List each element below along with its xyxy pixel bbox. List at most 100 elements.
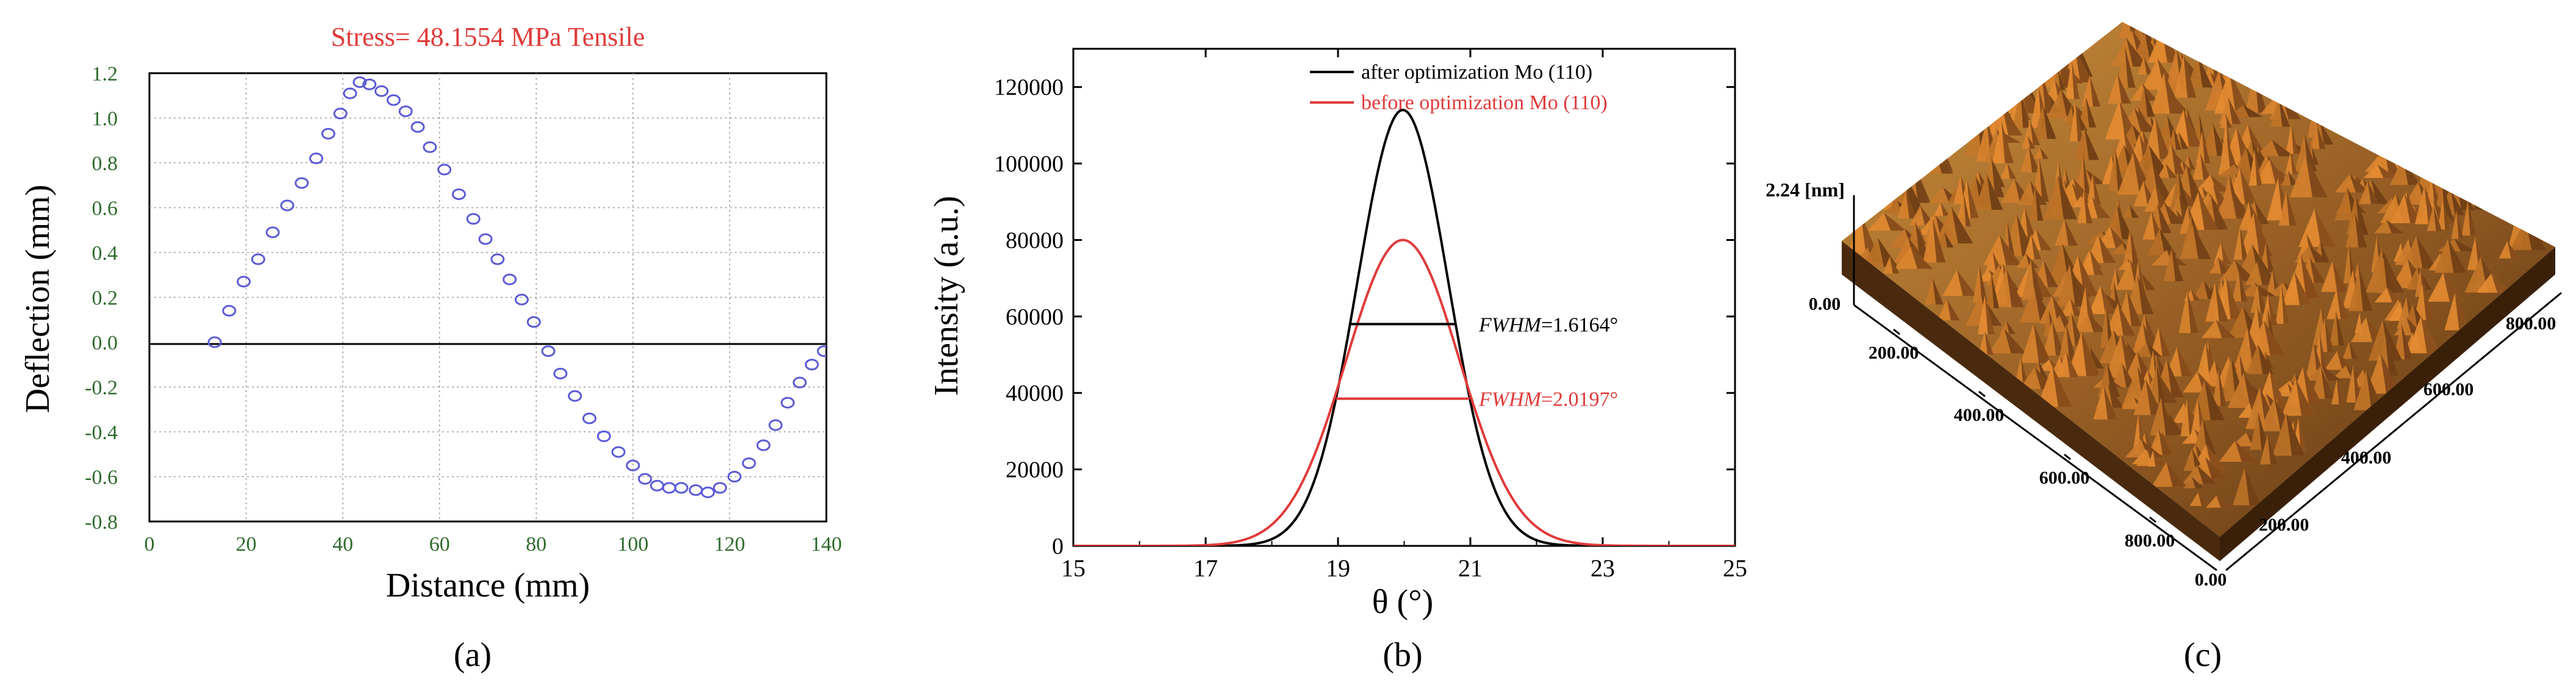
afm-peak-shadow [2158, 327, 2171, 357]
afm-peak-shadow [2089, 75, 2101, 107]
afm-peak-shadow [2153, 450, 2161, 467]
afm-peak-shadow [2028, 146, 2041, 173]
afm-peak-shadow [2404, 194, 2424, 224]
chart-a-data-point [251, 253, 265, 265]
chart-a-data-point [503, 273, 517, 285]
chart-a-data-point [596, 430, 611, 442]
afm-peak-shadow [2455, 293, 2469, 331]
afm-peak-shadow [2309, 245, 2330, 263]
afm-peak-shadow [2016, 213, 2035, 257]
afm-peak-shadow [2061, 89, 2081, 119]
afm-peak-shadow [2199, 112, 2206, 145]
chart-b-y-tick-label: 60000 [1006, 304, 1064, 330]
afm-peak-shadow [2202, 130, 2211, 163]
chart-b-fwhm-annotations: FWHM=1.6164°FWHM=2.0197° [1336, 314, 1618, 411]
afm-peak-shadow [2230, 185, 2252, 219]
afm-peak-shadow [2244, 467, 2261, 506]
afm-surface-peaks [1848, 22, 2547, 508]
afm-peak-shadow [2108, 383, 2124, 408]
legend-label-before: before optimization Mo (110) [1361, 91, 1608, 114]
afm-peak-shadow [2158, 429, 2172, 455]
afm-peak-shadow [2258, 344, 2274, 374]
afm-peak-shadow [2349, 341, 2358, 359]
afm-peak-shadow [2314, 208, 2336, 247]
afm-peak-shadow [2086, 169, 2106, 184]
chart-a-data-point [207, 336, 222, 348]
afm-peak-shadow [2031, 234, 2042, 259]
chart-a-x-tick-label: 60 [429, 533, 450, 556]
afm-peak-shadow [1963, 193, 1971, 227]
chart-b-y-label: Intensity (a.u.) [928, 196, 965, 396]
afm-peak-shadow [2309, 257, 2325, 283]
afm-peak-shadow [2336, 311, 2345, 346]
afm-peak-shadow [2052, 295, 2070, 324]
afm-peak-shadow [2159, 228, 2177, 256]
afm-peak-shadow [2263, 320, 2286, 356]
chart-a-data-point [611, 446, 626, 458]
chart-b-fwhm-symbol: FWHM [1478, 389, 1542, 411]
afm-peak-shadow [2424, 185, 2438, 224]
afm-peak-shadow [2269, 159, 2289, 184]
afm-peak-shadow [2204, 379, 2225, 420]
afm-peak-shadow [1878, 237, 1898, 267]
afm-peak-shadow [2401, 323, 2413, 360]
afm-peak-shadow [2239, 168, 2258, 204]
afm-peak-shadow [1967, 179, 1979, 218]
afm-peak-shadow [2166, 359, 2184, 398]
afm-peak-shadow [2001, 121, 2014, 163]
chart-a-y-tick-label: 0.2 [92, 287, 118, 310]
chart-a-y-tick-label: 1.0 [92, 108, 118, 131]
afm-peak-shadow [2311, 146, 2319, 165]
afm-peak-shadow [1979, 263, 1988, 304]
afm-peak-shadow [2130, 228, 2140, 267]
afm-peak-shadow [2103, 385, 2117, 420]
afm-peak-shadow [2027, 135, 2036, 149]
afm-peak-shadow [2294, 271, 2312, 306]
afm-peak-shadow [2172, 248, 2184, 282]
afm-peak-shadow [1944, 232, 1954, 248]
afm-peak-shadow [2155, 185, 2170, 212]
afm-peak-shadow [2358, 269, 2373, 312]
afm-peak-shadow [2092, 196, 2111, 218]
afm-peak-shadow [2129, 204, 2139, 218]
chart-a-data-point [222, 305, 237, 317]
panel-a-deflection-chart: Stress= 48.1554 MPa Tensile 0 20 40 60 80 100… [19, 22, 854, 604]
chart-a-data-point [410, 121, 425, 133]
afm-peak-shadow [2353, 365, 2363, 403]
legend-label-after: after optimization Mo (110) [1361, 61, 1592, 84]
afm-peak-shadow [2084, 127, 2100, 160]
afm-right-tick-label: 800.00 [2506, 314, 2556, 334]
afm-peak-shadow [2321, 365, 2342, 381]
chart-a-data-point [768, 419, 783, 431]
chart-a-data-point [842, 337, 854, 347]
panel-c-afm-surface: 2.24 [nm] 0.00 200.00400.00600.00800.00 … [1766, 22, 2562, 590]
afm-peak-shadow [1991, 273, 1999, 309]
afm-peak-shadow [2200, 152, 2211, 180]
afm-peak-shadow [2197, 465, 2217, 484]
afm-left-tick-mark [1893, 328, 1900, 335]
chart-a-data-point [362, 78, 377, 90]
afm-peak-shadow [2317, 126, 2326, 149]
afm-right-tick-label: 400.00 [2341, 448, 2392, 468]
afm-peak-shadow [2281, 285, 2289, 324]
chart-b-y-tick-label: 20000 [1006, 457, 1064, 483]
chart-b-fwhm-value: =1.6164° [1541, 314, 1618, 336]
chart-b-plot-area [1072, 48, 1736, 547]
afm-peak-shadow [2272, 140, 2294, 157]
afm-peak-shadow [2033, 323, 2052, 363]
afm-peak-shadow [2336, 288, 2350, 320]
afm-peak-shadow [2491, 273, 2511, 293]
afm-peak-shadow [2171, 143, 2185, 174]
chart-a-data-point [626, 459, 640, 471]
afm-peak-shadow [1889, 256, 1900, 274]
afm-peak-shadow [2305, 156, 2328, 198]
afm-peak-shadow [2228, 98, 2242, 124]
afm-peak-shadow [2086, 97, 2097, 128]
afm-peak-shadow [2030, 120, 2041, 145]
chart-a-data-point [333, 107, 348, 120]
afm-peak-shadow [2109, 226, 2129, 248]
chart-a-data-point [295, 177, 309, 189]
afm-peak-shadow [2448, 238, 2467, 273]
afm-peak-shadow [2192, 476, 2204, 489]
